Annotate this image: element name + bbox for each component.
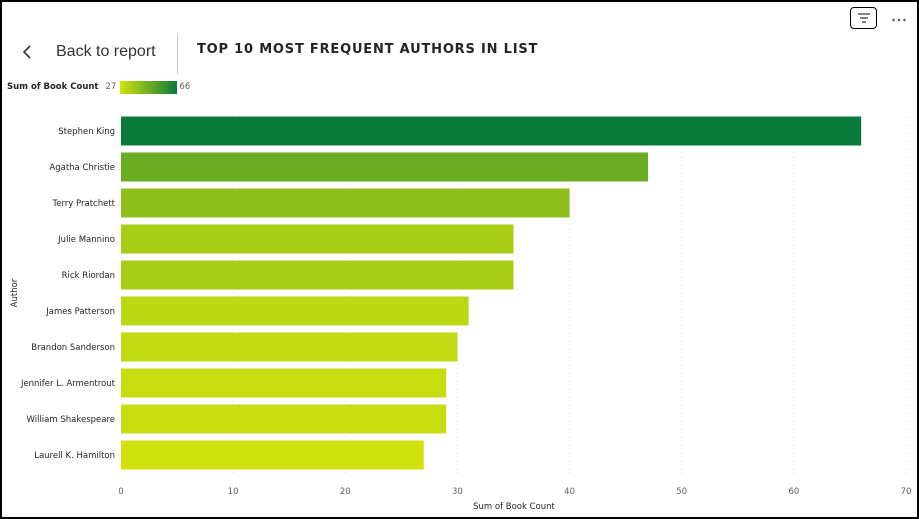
color-legend: Sum of Book Count 27 66 xyxy=(7,79,190,95)
bar xyxy=(121,188,570,218)
y-category-label: Stephen King xyxy=(58,127,115,137)
x-tick-label: 20 xyxy=(340,487,351,497)
x-axis-title: Sum of Book Count xyxy=(473,502,555,512)
legend-gradient xyxy=(120,80,178,94)
legend-title: Sum of Book Count xyxy=(7,82,99,92)
bar xyxy=(121,116,862,146)
filter-button[interactable] xyxy=(850,7,877,29)
y-category-label: Terry Pratchett xyxy=(51,199,115,209)
x-tick-label: 0 xyxy=(118,487,123,497)
chart-title: TOP 10 MOST FREQUENT AUTHORS IN LIST xyxy=(197,42,539,57)
header-divider xyxy=(177,34,178,74)
x-tick-label: 60 xyxy=(788,487,799,497)
x-tick-label: 70 xyxy=(901,487,912,497)
y-category-label: Brandon Sanderson xyxy=(31,343,115,353)
y-category-label: Rick Riordan xyxy=(62,271,115,281)
bar xyxy=(121,152,649,182)
y-category-label: Julie Mannino xyxy=(57,235,115,245)
back-to-report-label: Back to report xyxy=(56,43,156,60)
x-tick-label: 10 xyxy=(228,487,239,497)
bar xyxy=(121,404,447,434)
x-tick-label: 40 xyxy=(564,487,575,497)
more-options-button[interactable] xyxy=(888,8,910,26)
y-axis-title: Author xyxy=(10,278,20,307)
bar xyxy=(121,224,514,254)
y-category-label: William Shakespeare xyxy=(27,415,116,425)
legend-max-value: 66 xyxy=(179,82,191,92)
bar xyxy=(121,440,424,470)
chevron-left-icon xyxy=(20,36,46,68)
y-category-label: Laurell K. Hamilton xyxy=(34,451,115,461)
y-category-label: Agatha Christie xyxy=(49,163,115,173)
filter-lines-icon xyxy=(856,9,872,28)
y-category-label: Jennifer L. Armentrout xyxy=(20,379,116,389)
more-options-icon xyxy=(891,8,907,27)
y-category-label: James Patterson xyxy=(45,307,115,317)
bar xyxy=(121,332,458,362)
bar xyxy=(121,296,469,326)
x-tick-label: 30 xyxy=(452,487,463,497)
legend-min-value: 27 xyxy=(105,82,117,92)
bar xyxy=(121,368,447,398)
x-tick-label: 50 xyxy=(676,487,687,497)
bar xyxy=(121,260,514,290)
back-to-report-button[interactable]: Back to report xyxy=(20,36,156,68)
